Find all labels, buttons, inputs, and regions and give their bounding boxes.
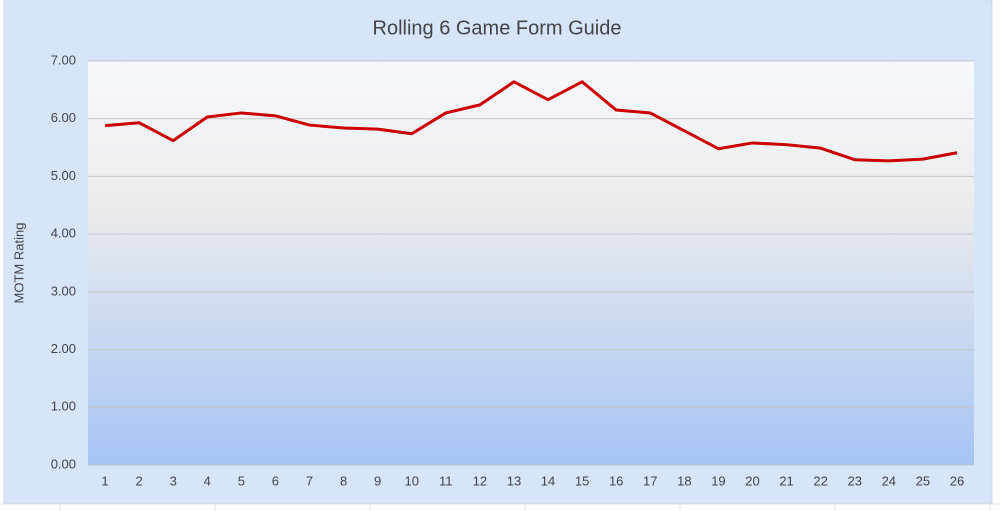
- x-tick-label: 26: [950, 473, 964, 488]
- x-tick-label: 1: [101, 473, 108, 488]
- line-series: [104, 80, 958, 163]
- x-tick-label: 4: [204, 473, 211, 488]
- x-tick-label: 5: [238, 473, 245, 488]
- x-tick-label: 6: [272, 473, 279, 488]
- x-tick-label: 14: [541, 473, 555, 488]
- x-tick-label: 20: [745, 473, 759, 488]
- y-tick-label: 2.00: [51, 341, 76, 356]
- x-tick-label: 23: [847, 473, 861, 488]
- x-tick-label: 16: [609, 473, 623, 488]
- x-tick-label: 22: [813, 473, 827, 488]
- x-tick-label: 3: [170, 473, 177, 488]
- x-tick-label: 13: [507, 473, 521, 488]
- y-tick-label: 4.00: [51, 226, 76, 241]
- y-tick-label: 6.00: [51, 110, 76, 125]
- x-tick-label: 21: [779, 473, 793, 488]
- x-tick-label: 18: [677, 473, 691, 488]
- x-tick-label: 12: [473, 473, 487, 488]
- y-tick-label: 1.00: [51, 399, 76, 414]
- x-tick-label: 11: [439, 473, 453, 488]
- x-tick-label: 7: [306, 473, 313, 488]
- y-axis-label: MOTM Rating: [11, 223, 26, 304]
- x-tick-label: 8: [340, 473, 347, 488]
- x-tick-label: 15: [575, 473, 589, 488]
- x-tick-label: 24: [882, 473, 896, 488]
- x-tick-label: 17: [643, 473, 657, 488]
- plot-area: [88, 61, 974, 465]
- y-tick-label: 3.00: [51, 283, 76, 298]
- x-tick-label: 19: [711, 473, 725, 488]
- sheet-grid: [0, 503, 1000, 511]
- x-tick-label: 25: [916, 473, 930, 488]
- x-tick-label: 9: [374, 473, 381, 488]
- y-tick-label: 0.00: [51, 456, 76, 471]
- x-tick-label: 10: [404, 473, 418, 488]
- y-tick-label: 5.00: [51, 168, 76, 183]
- x-tick-label: 2: [135, 473, 142, 488]
- chart-title: Rolling 6 Game Form Guide: [373, 17, 622, 39]
- y-tick-label: 7.00: [51, 52, 76, 67]
